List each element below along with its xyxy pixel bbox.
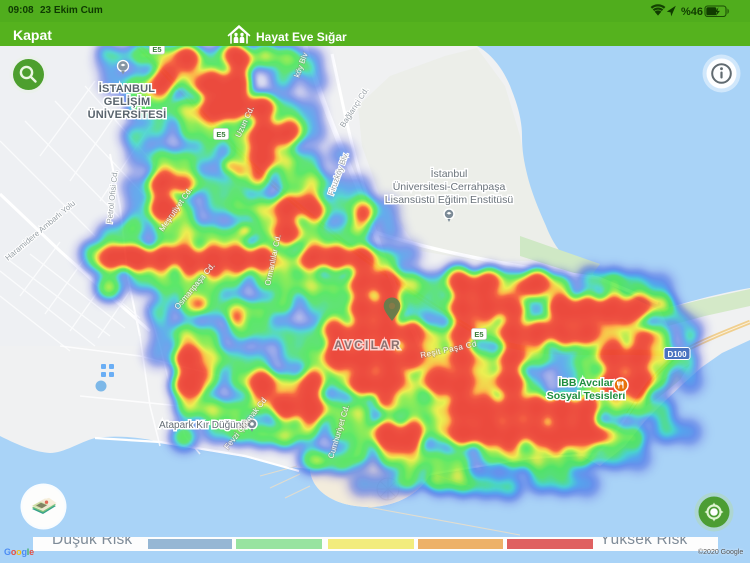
svg-text:D100: D100 xyxy=(667,350,687,359)
svg-text:AVCILAR: AVCILAR xyxy=(334,338,402,352)
svg-text:Lisansüstü Eğitim Enstitüsü: Lisansüstü Eğitim Enstitüsü xyxy=(385,194,514,206)
svg-text:E5: E5 xyxy=(152,46,161,54)
svg-text:İBB Avcılar: İBB Avcılar xyxy=(558,376,613,389)
svg-text:ÜNİVERSİTESİ: ÜNİVERSİTESİ xyxy=(88,108,167,121)
svg-text:Atapark Kır Düğünü: Atapark Kır Düğünü xyxy=(159,420,247,431)
svg-text:E5: E5 xyxy=(216,130,225,139)
svg-text:İstanbul: İstanbul xyxy=(431,167,468,180)
svg-text:%46: %46 xyxy=(681,6,703,18)
svg-text:Sosyal Tesisleri: Sosyal Tesisleri xyxy=(547,390,626,402)
svg-text:GELİŞİM: GELİŞİM xyxy=(104,95,151,108)
svg-text:E5: E5 xyxy=(474,330,483,339)
svg-text:Üniversitesi-Cerrahpaşa: Üniversitesi-Cerrahpaşa xyxy=(393,181,506,193)
svg-text:İSTANBUL: İSTANBUL xyxy=(99,82,155,95)
